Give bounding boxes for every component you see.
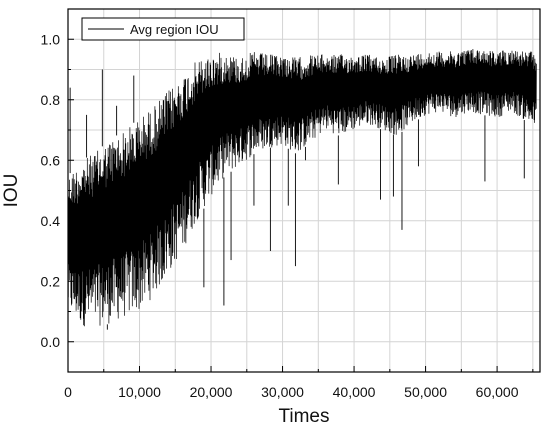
y-tick-label: 0.4 bbox=[41, 213, 61, 229]
x-tick-label: 30,000 bbox=[261, 384, 304, 400]
x-tick-label: 10,000 bbox=[118, 384, 161, 400]
x-tick-label: 40,000 bbox=[333, 384, 376, 400]
legend-box bbox=[81, 17, 245, 41]
series-line bbox=[67, 48, 537, 327]
x-tick-label: 0 bbox=[64, 384, 72, 400]
legend-label: Avg region IOU bbox=[130, 22, 219, 37]
y-tick-label: 0.8 bbox=[41, 92, 61, 108]
y-tick-label: 0.2 bbox=[41, 273, 61, 289]
x-axis-title: Times bbox=[278, 406, 329, 427]
x-tick-label: 20,000 bbox=[190, 384, 233, 400]
tick-labels: 0 10,000 20,000 30,000 40,000 50,000 60,000 0.0… bbox=[41, 31, 519, 400]
x-tick-label: 50,000 bbox=[404, 384, 447, 400]
y-tick-label: 1.0 bbox=[41, 31, 61, 47]
axis-ticks bbox=[67, 8, 534, 373]
y-axis-title: IOU bbox=[1, 174, 22, 208]
y-tick-label: 0.6 bbox=[41, 152, 61, 168]
y-tick-label: 0.0 bbox=[41, 334, 61, 350]
legend: Avg region IOU bbox=[81, 17, 245, 41]
x-tick-label: 60,000 bbox=[476, 384, 519, 400]
